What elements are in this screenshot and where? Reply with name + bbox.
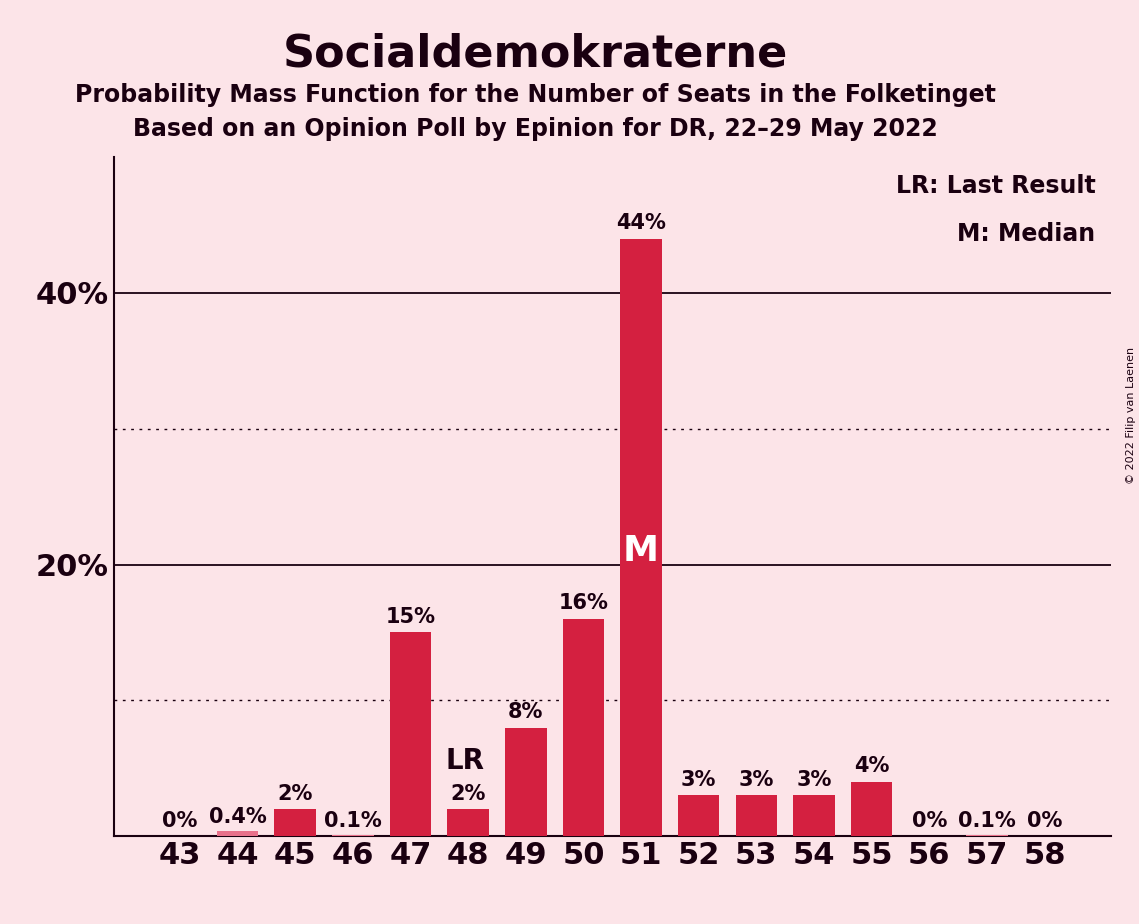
Text: M: Median: M: Median [958, 222, 1096, 246]
Text: LR: Last Result: LR: Last Result [896, 174, 1096, 198]
Text: LR: LR [445, 748, 485, 775]
Bar [736, 796, 777, 836]
Text: Based on an Opinion Poll by Epinion for DR, 22–29 May 2022: Based on an Opinion Poll by Epinion for … [133, 117, 937, 141]
Text: 4%: 4% [854, 757, 890, 776]
Bar [966, 835, 1008, 836]
Bar [621, 238, 662, 836]
Text: Socialdemokraterne: Socialdemokraterne [282, 32, 788, 76]
Bar [216, 831, 259, 836]
Text: M: M [623, 534, 659, 568]
Text: 0.4%: 0.4% [208, 807, 267, 827]
Bar [274, 809, 316, 836]
Text: 15%: 15% [385, 607, 435, 627]
Bar [793, 796, 835, 836]
Bar [563, 619, 604, 836]
Bar [505, 727, 547, 836]
Text: 0%: 0% [911, 810, 947, 831]
Bar [851, 782, 892, 836]
Text: 0%: 0% [162, 810, 198, 831]
Text: 8%: 8% [508, 702, 543, 723]
Text: 0.1%: 0.1% [958, 810, 1016, 831]
Text: 2%: 2% [450, 784, 486, 804]
Bar [333, 835, 374, 836]
Bar [390, 632, 432, 836]
Text: 0.1%: 0.1% [323, 810, 382, 831]
Text: 2%: 2% [278, 784, 313, 804]
Text: 3%: 3% [738, 770, 775, 790]
Text: 16%: 16% [558, 593, 608, 614]
Text: 3%: 3% [796, 770, 831, 790]
Text: 3%: 3% [681, 770, 716, 790]
Text: Probability Mass Function for the Number of Seats in the Folketinget: Probability Mass Function for the Number… [75, 83, 995, 107]
Text: © 2022 Filip van Laenen: © 2022 Filip van Laenen [1126, 347, 1136, 484]
Text: 0%: 0% [1026, 810, 1063, 831]
Text: 44%: 44% [616, 213, 666, 233]
Bar [448, 809, 489, 836]
Bar [678, 796, 720, 836]
